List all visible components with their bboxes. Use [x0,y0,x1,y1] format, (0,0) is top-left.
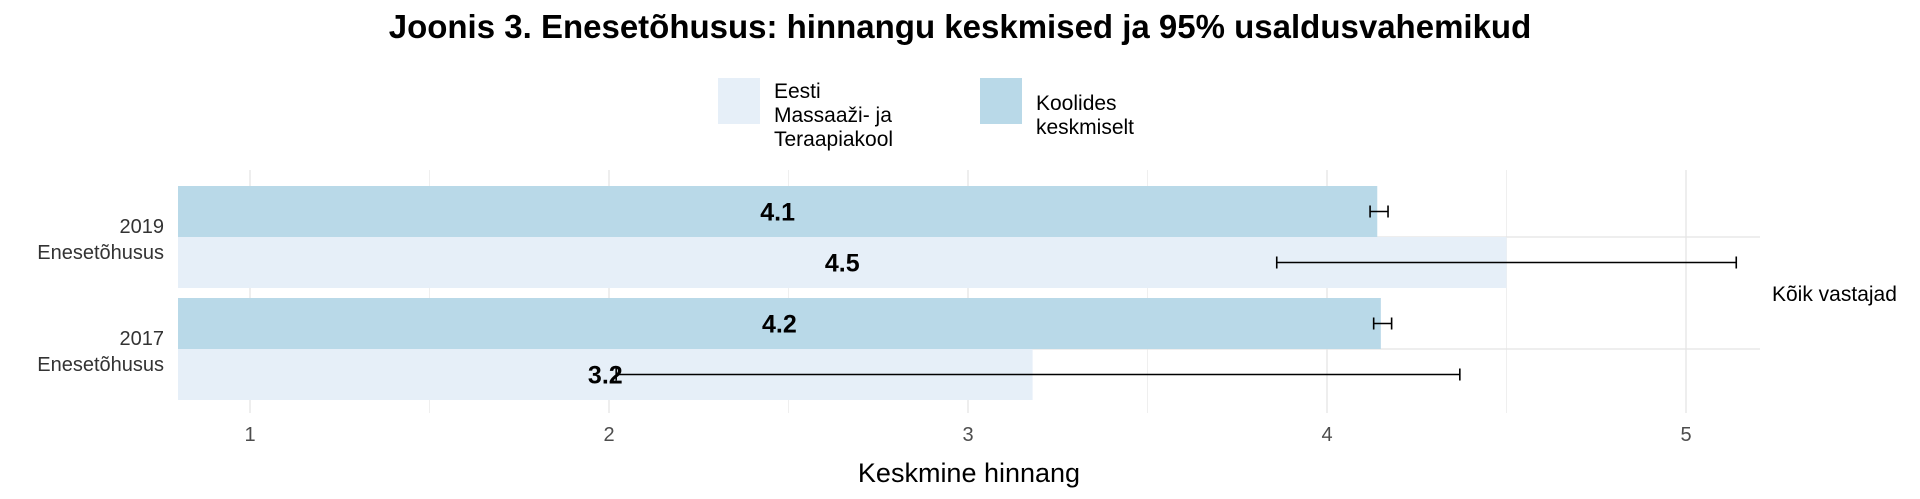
data-label: 3.2 [588,362,623,390]
x-tick-label: 1 [244,424,255,446]
x-tick-label: 3 [962,424,973,446]
bar-average-1 [178,298,1381,349]
y-tick-label: Enesetõhusus [37,242,164,264]
data-label: 4.2 [762,311,797,339]
y-tick-label: 2017 [120,328,165,350]
data-label: 4.1 [760,199,795,227]
y-tick-label: 2019 [120,216,165,238]
data-label: 4.5 [825,250,860,278]
chart-title: Joonis 3. Enesetõhusus: hinnangu keskmis… [388,8,1532,45]
facet-label: Kõik vastajad [1772,283,1897,306]
legend-label-school-line2: Teraapiakool [774,128,894,151]
legend-swatch-school [718,78,760,124]
y-tick-label: Enesetõhusus [37,354,164,376]
legend-label-school: Eesti Massaaži- ja Teraapiakool [774,80,893,152]
legend-label-average: Koolides keskmiselt [1036,92,1134,140]
legend-swatch-average [980,78,1022,124]
x-tick-label: 5 [1680,424,1691,446]
x-axis-title: Keskmine hinnang [857,458,1081,488]
x-tick-label: 4 [1321,424,1332,446]
bar-average-0 [178,186,1378,237]
legend-label-school-line1: Eesti Massaaži- ja [774,80,892,127]
x-tick-label: 2 [603,424,614,446]
legend-label-average-line1: Koolides keskmiselt [1036,92,1135,139]
